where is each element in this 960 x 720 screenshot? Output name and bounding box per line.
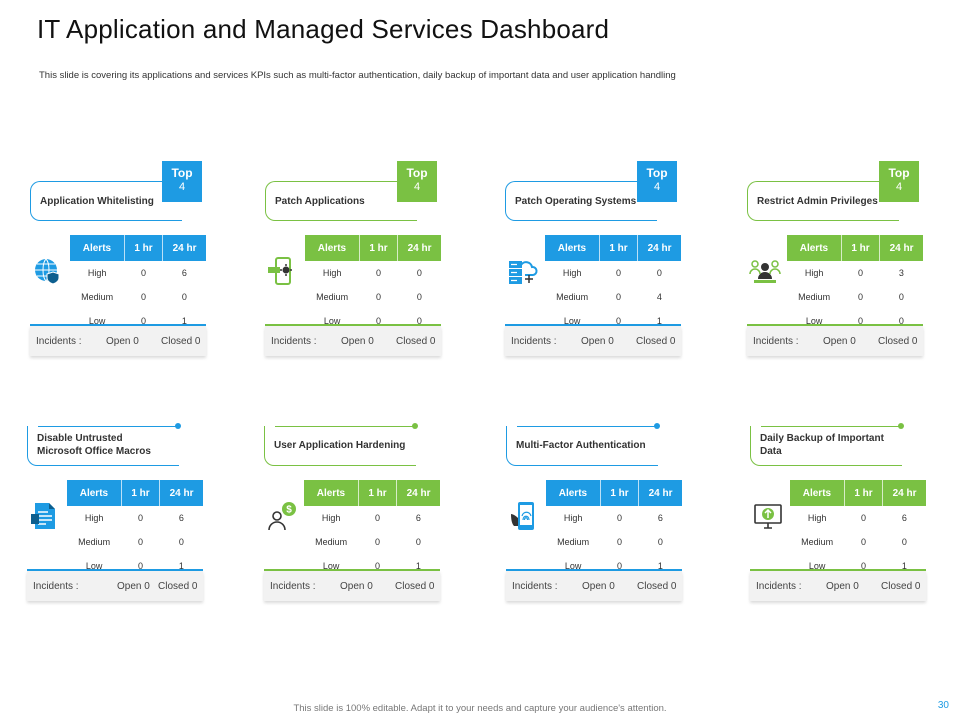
alerts-table: Alerts 1 hr 24 hr High 0 6 Medium 0 0 Low 0 1 [546, 480, 682, 578]
table-row: High 0 3 [804, 268, 904, 278]
incidents-bar: Incidents : Open 0 Closed 0 [265, 326, 441, 356]
card-label: Multi-Factor Authentication [506, 426, 658, 466]
table-row: Low 0 1 [322, 561, 421, 571]
accent-dot [898, 423, 904, 429]
page-title: IT Application and Managed Services Dash… [37, 14, 610, 44]
incidents-bar: Incidents : Open 0 Closed 0 [506, 571, 682, 601]
mobile-patch-icon [268, 257, 292, 285]
incidents-bar: Incidents : Open 0 Closed 0 [30, 326, 206, 356]
divider [505, 324, 681, 326]
table-row: Medium 0 4 [556, 292, 662, 302]
table-row: Medium 0 0 [316, 292, 422, 302]
table-row: Low 0 1 [85, 561, 184, 571]
incidents-bar: Incidents : Open 0 Closed 0 [747, 326, 923, 356]
accent-dot [654, 423, 660, 429]
page-number: 30 [937, 700, 949, 711]
divider [750, 569, 926, 571]
table-row: Medium 0 0 [315, 537, 421, 547]
admin-users-icon [749, 260, 781, 283]
alerts-table: Alerts 1 hr 24 hr High 0 6 Medium 0 0 Low 0 1 [70, 235, 206, 333]
phone-fingerprint-icon [511, 502, 534, 530]
divider [265, 324, 441, 326]
svg-text:$: $ [286, 505, 292, 516]
table-row: Low 0 0 [323, 316, 422, 326]
divider [264, 569, 440, 571]
cloud-server-icon [509, 261, 538, 284]
table-row: Low 0 1 [564, 561, 663, 571]
incidents-bar: Incidents : Open 0 Closed 0 [750, 571, 926, 601]
card-label: User Application Hardening [264, 426, 416, 466]
table-row: High 0 0 [562, 268, 662, 278]
alerts-table: Alerts 1 hr 24 hr High 0 0 Medium 0 4 Low 0 1 [545, 235, 681, 333]
table-row: Low 0 1 [88, 316, 187, 326]
table-row: Low 0 1 [563, 316, 662, 326]
accent-dot [412, 423, 418, 429]
table-row: Medium 0 0 [798, 292, 904, 302]
alerts-table: Alerts 1 hr 24 hr High 0 0 Medium 0 0 Low 0 0 [305, 235, 441, 333]
incidents-bar: Incidents : Open 0 Closed 0 [264, 571, 440, 601]
table-row: High 0 6 [321, 513, 421, 523]
divider [27, 569, 203, 571]
divider [506, 569, 682, 571]
top-badge: Top 4 [879, 161, 919, 202]
card-label: Disable Untrusted Microsoft Office Macro… [27, 426, 179, 466]
top-badge: Top 4 [637, 161, 677, 202]
table-row: Low 0 0 [805, 316, 904, 326]
footer-note: This slide is 100% editable. Adapt it to… [293, 703, 667, 714]
user-dollar-icon: $ [268, 502, 296, 531]
alerts-table: Alerts 1 hr 24 hr High 0 6 Medium 0 0 Low 0 1 [67, 480, 203, 578]
table-row: Medium 0 0 [81, 292, 187, 302]
divider [747, 324, 923, 326]
divider [30, 324, 206, 326]
incidents-bar: Incidents : Open 0 Closed 0 [27, 571, 203, 601]
table-row: Medium 0 0 [557, 537, 663, 547]
top-badge: Top 4 [162, 161, 202, 202]
card-label: Patch Operating Systems [505, 181, 657, 221]
card-label: Daily Backup of Important Data [750, 426, 902, 466]
card-label: Application Whitelisting [30, 181, 182, 221]
table-row: Low 0 1 [808, 561, 907, 571]
table-row: Medium 0 0 [78, 537, 184, 547]
globe-shield-icon [35, 258, 60, 285]
table-row: High 0 6 [563, 513, 663, 523]
top-badge: Top 4 [397, 161, 437, 202]
card-label: Patch Applications [265, 181, 417, 221]
table-row: High 0 6 [87, 268, 187, 278]
table-row: High 0 6 [807, 513, 907, 523]
document-macro-icon [31, 503, 55, 529]
incidents-bar: Incidents : Open 0 Closed 0 [505, 326, 681, 356]
alerts-table: Alerts 1 hr 24 hr High 0 3 Medium 0 0 Low 0 0 [787, 235, 923, 333]
table-row: High 0 6 [84, 513, 184, 523]
monitor-backup-icon [754, 504, 782, 529]
accent-dot [175, 423, 181, 429]
table-row: High 0 0 [322, 268, 422, 278]
table-row: Medium 0 0 [801, 537, 907, 547]
alerts-table: Alerts 1 hr 24 hr High 0 6 Medium 0 0 Low 0 1 [304, 480, 440, 578]
page-subtitle: This slide is covering its applications … [39, 70, 676, 81]
alerts-table: Alerts 1 hr 24 hr High 0 6 Medium 0 0 Low 0 1 [790, 480, 926, 578]
card-label: Restrict Admin Privileges [747, 181, 899, 221]
